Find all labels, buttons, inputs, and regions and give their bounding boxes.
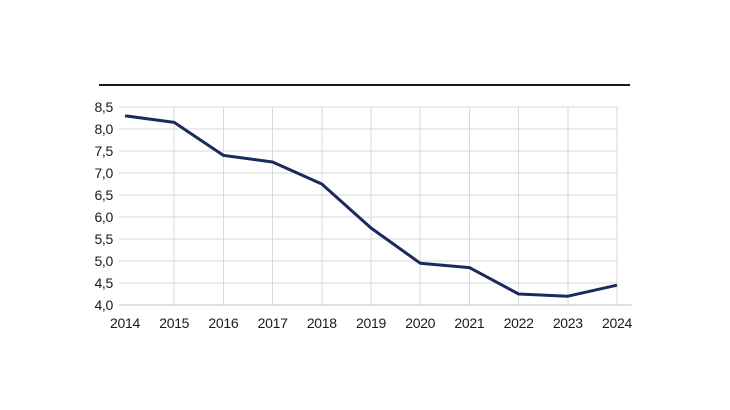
- data-series-line: [124, 114, 618, 298]
- top-divider-line: [99, 84, 630, 86]
- y-axis-tick-label: 5,0: [94, 253, 113, 269]
- x-axis-tick-label: 2017: [258, 315, 288, 331]
- x-axis-tick-label: 2019: [356, 315, 386, 331]
- x-axis-tick-label: 2018: [307, 315, 337, 331]
- y-axis-tick-label: 6,5: [94, 187, 113, 203]
- y-axis-tick-label: 8,5: [94, 99, 113, 115]
- y-axis-tick-label: 8,0: [94, 121, 113, 137]
- y-axis-tick-label: 7,5: [94, 143, 113, 159]
- x-axis-tick-label: 2015: [159, 315, 189, 331]
- x-axis-tick-label: 2020: [405, 315, 435, 331]
- y-axis-tick-label: 6,0: [94, 209, 113, 225]
- x-axis-tick-label: 2023: [553, 315, 583, 331]
- x-axis-tick-label: 2016: [208, 315, 238, 331]
- x-axis-tick-label: 2024: [602, 315, 632, 331]
- x-axis-tick-label: 2014: [110, 315, 140, 331]
- y-axis-tick-label: 7,0: [94, 165, 113, 181]
- x-axis-tick-label: 2022: [504, 315, 534, 331]
- y-axis-tick-label: 4,5: [94, 275, 113, 291]
- y-axis-tick-label: 5,5: [94, 231, 113, 247]
- y-axis-tick-label: 4,0: [94, 297, 113, 313]
- x-axis-tick-label: 2021: [454, 315, 484, 331]
